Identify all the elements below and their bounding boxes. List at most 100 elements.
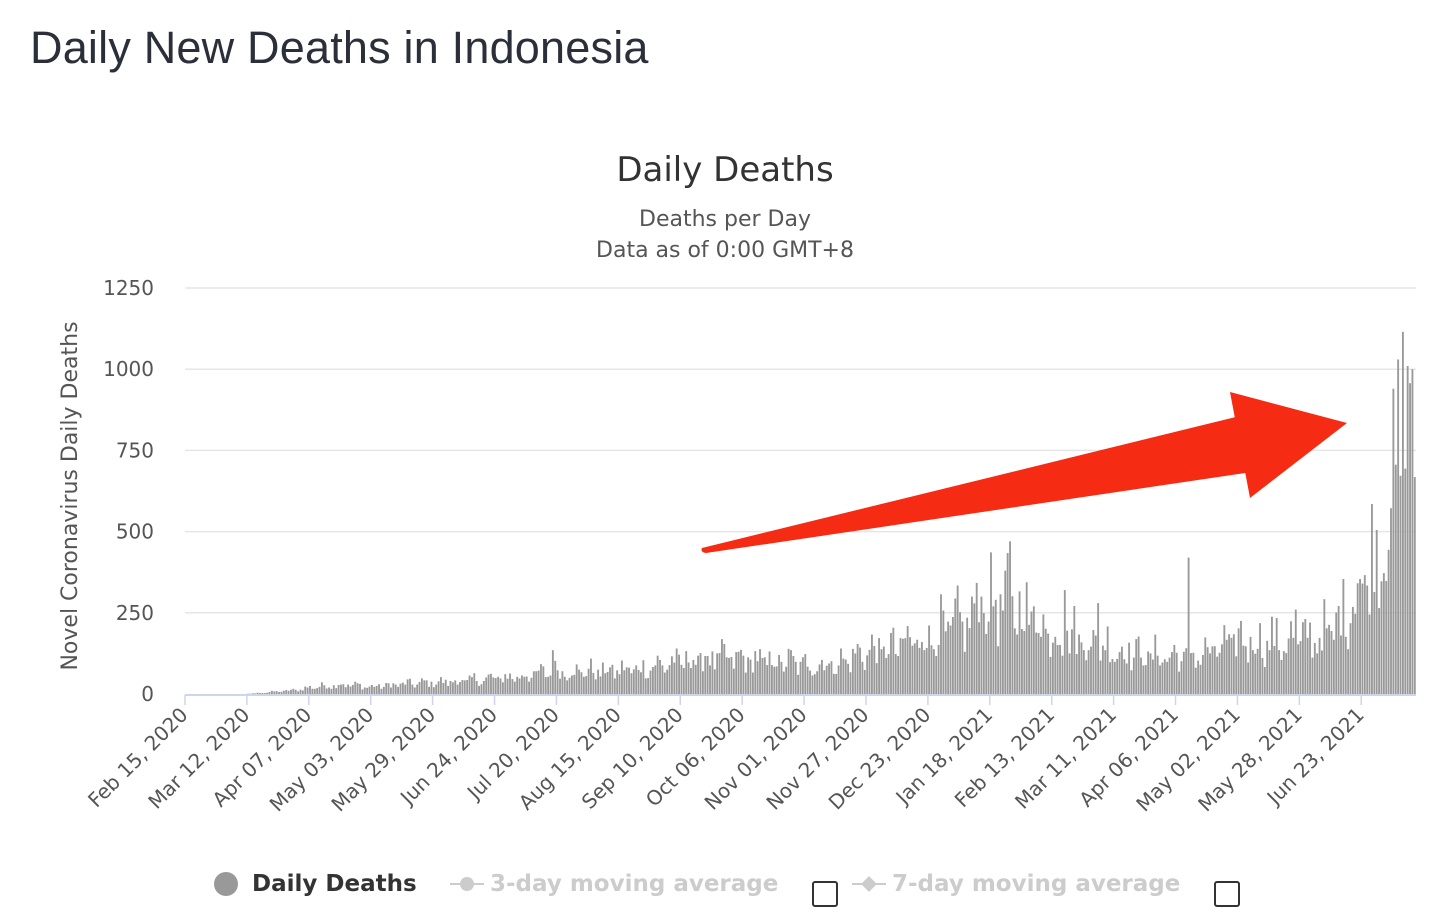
- daily-deaths-bar[interactable]: [1154, 634, 1157, 694]
- daily-deaths-bar[interactable]: [1266, 640, 1269, 694]
- daily-deaths-bar[interactable]: [1156, 655, 1159, 694]
- daily-deaths-bar[interactable]: [923, 650, 926, 694]
- daily-deaths-bar[interactable]: [1001, 610, 1004, 694]
- daily-deaths-bar[interactable]: [1313, 643, 1316, 694]
- daily-deaths-bar[interactable]: [811, 675, 814, 694]
- daily-deaths-bar[interactable]: [561, 671, 564, 694]
- daily-deaths-bar[interactable]: [1342, 579, 1345, 694]
- daily-deaths-bar[interactable]: [1063, 590, 1066, 694]
- daily-deaths-bar[interactable]: [709, 665, 711, 694]
- daily-deaths-bar[interactable]: [580, 672, 583, 694]
- daily-deaths-bar[interactable]: [725, 657, 728, 694]
- daily-deaths-bar[interactable]: [959, 612, 961, 694]
- daily-deaths-bar[interactable]: [609, 667, 611, 694]
- daily-deaths-bar[interactable]: [299, 689, 302, 694]
- daily-deaths-bar[interactable]: [261, 693, 264, 694]
- daily-deaths-bar[interactable]: [278, 692, 280, 694]
- daily-deaths-bar[interactable]: [797, 674, 800, 694]
- daily-deaths-bar[interactable]: [730, 656, 733, 694]
- daily-deaths-bar[interactable]: [623, 670, 626, 694]
- daily-deaths-bar[interactable]: [1368, 614, 1371, 694]
- daily-deaths-bar[interactable]: [1411, 369, 1414, 694]
- daily-deaths-bar[interactable]: [1240, 620, 1242, 694]
- checkbox-3-day-moving-average[interactable]: [812, 876, 838, 912]
- daily-deaths-bar[interactable]: [1232, 634, 1235, 694]
- daily-deaths-bar[interactable]: [1180, 661, 1183, 694]
- daily-deaths-bar[interactable]: [1197, 660, 1200, 694]
- daily-deaths-bar[interactable]: [1378, 607, 1381, 694]
- daily-deaths-bar[interactable]: [840, 648, 842, 694]
- daily-deaths-bar[interactable]: [871, 634, 873, 694]
- daily-deaths-bar[interactable]: [573, 674, 576, 694]
- daily-deaths-bar[interactable]: [873, 645, 876, 694]
- daily-deaths-bar[interactable]: [304, 686, 307, 694]
- daily-deaths-bar[interactable]: [578, 669, 580, 694]
- daily-deaths-bar[interactable]: [740, 649, 742, 694]
- daily-deaths-bar[interactable]: [368, 686, 371, 694]
- daily-deaths-bar[interactable]: [663, 672, 666, 694]
- daily-deaths-bar[interactable]: [1347, 649, 1350, 694]
- daily-deaths-bar[interactable]: [1380, 581, 1383, 694]
- daily-deaths-bar[interactable]: [263, 693, 266, 694]
- daily-deaths-bar[interactable]: [747, 657, 750, 694]
- daily-deaths-bar[interactable]: [816, 671, 819, 694]
- daily-deaths-bar[interactable]: [435, 684, 438, 694]
- daily-deaths-bar[interactable]: [1109, 662, 1111, 694]
- daily-deaths-bar[interactable]: [1082, 650, 1085, 694]
- daily-deaths-bar[interactable]: [328, 687, 330, 695]
- daily-deaths-bar[interactable]: [320, 682, 323, 694]
- daily-deaths-bar[interactable]: [780, 661, 783, 694]
- daily-deaths-bar[interactable]: [692, 659, 695, 694]
- daily-deaths-bar[interactable]: [1011, 596, 1014, 694]
- daily-deaths-bar[interactable]: [397, 686, 400, 694]
- daily-deaths-bar[interactable]: [1061, 655, 1064, 694]
- daily-deaths-bar[interactable]: [911, 645, 914, 694]
- daily-deaths-bar[interactable]: [563, 676, 566, 694]
- daily-deaths-bar[interactable]: [444, 679, 447, 694]
- daily-deaths-bar[interactable]: [1247, 662, 1250, 694]
- daily-deaths-bar[interactable]: [1173, 644, 1176, 694]
- daily-deaths-bar[interactable]: [1099, 660, 1102, 694]
- daily-deaths-bar[interactable]: [1113, 661, 1116, 694]
- daily-deaths-bar[interactable]: [1244, 646, 1247, 694]
- daily-deaths-bar[interactable]: [482, 681, 485, 694]
- daily-deaths-bar[interactable]: [506, 678, 509, 694]
- daily-deaths-bar[interactable]: [1409, 383, 1411, 694]
- daily-deaths-bar[interactable]: [1028, 624, 1031, 694]
- daily-deaths-bar[interactable]: [944, 631, 947, 694]
- daily-deaths-bar[interactable]: [951, 617, 954, 694]
- daily-deaths-bar[interactable]: [685, 651, 688, 694]
- daily-deaths-bar[interactable]: [997, 646, 1000, 694]
- daily-deaths-bar[interactable]: [1216, 656, 1219, 694]
- daily-deaths-bar[interactable]: [830, 661, 833, 694]
- daily-deaths-bar[interactable]: [828, 663, 830, 694]
- legend-item-7-day-moving-average[interactable]: 7-day moving average: [852, 866, 1180, 902]
- daily-deaths-bar[interactable]: [337, 684, 340, 694]
- daily-deaths-bar[interactable]: [909, 637, 911, 694]
- daily-deaths-bar[interactable]: [1121, 646, 1123, 694]
- daily-deaths-bar[interactable]: [509, 673, 511, 694]
- daily-deaths-bar[interactable]: [1206, 647, 1209, 694]
- daily-deaths-bar[interactable]: [1111, 658, 1114, 694]
- daily-deaths-bar[interactable]: [1149, 653, 1152, 694]
- daily-deaths-bar[interactable]: [1230, 637, 1233, 694]
- daily-deaths-bar[interactable]: [630, 673, 633, 694]
- daily-deaths-bar[interactable]: [1130, 670, 1133, 694]
- daily-deaths-bar[interactable]: [442, 682, 445, 694]
- daily-deaths-bar[interactable]: [1056, 644, 1059, 694]
- daily-deaths-bar[interactable]: [1085, 660, 1088, 694]
- daily-deaths-bar[interactable]: [890, 632, 892, 694]
- daily-deaths-bar[interactable]: [728, 657, 730, 694]
- daily-deaths-bar[interactable]: [949, 625, 952, 694]
- daily-deaths-bar[interactable]: [1066, 630, 1069, 694]
- daily-deaths-bar[interactable]: [1021, 629, 1023, 694]
- daily-deaths-bar[interactable]: [649, 670, 652, 694]
- daily-deaths-bar[interactable]: [628, 667, 630, 694]
- daily-deaths-bar[interactable]: [1097, 603, 1100, 694]
- daily-deaths-bar[interactable]: [804, 654, 807, 694]
- daily-deaths-bar[interactable]: [535, 671, 538, 694]
- daily-deaths-bar[interactable]: [1040, 636, 1042, 694]
- daily-deaths-bar[interactable]: [404, 684, 407, 694]
- daily-deaths-bar[interactable]: [1051, 642, 1054, 694]
- daily-deaths-bar[interactable]: [349, 686, 352, 694]
